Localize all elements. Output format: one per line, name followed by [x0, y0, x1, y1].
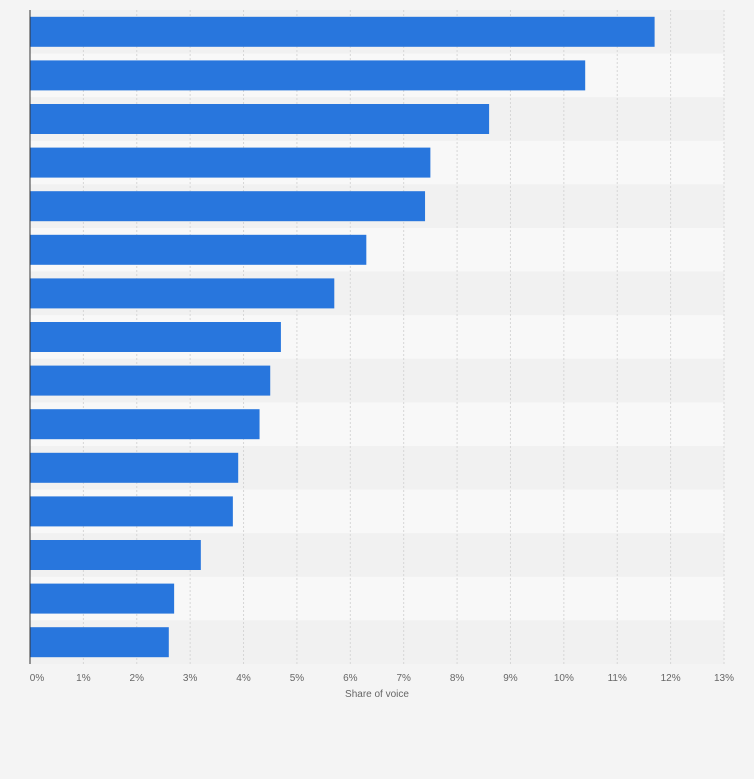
- x-tick-label: 1%: [76, 673, 91, 684]
- x-tick-label: 12%: [661, 673, 681, 684]
- x-tick-label: 2%: [130, 673, 145, 684]
- bar: [30, 365, 271, 396]
- bar: [30, 540, 201, 570]
- x-tick-label: 13%: [714, 673, 734, 684]
- x-tick-label: 11%: [608, 673, 627, 684]
- bar: [30, 409, 260, 440]
- x-tick-label: 7%: [396, 673, 411, 684]
- bar: [30, 60, 586, 91]
- x-tick-label: 4%: [236, 673, 251, 684]
- bar: [30, 583, 175, 614]
- x-tick-label: 3%: [183, 673, 198, 684]
- bars: [30, 16, 655, 658]
- x-tick-label: 8%: [450, 673, 465, 684]
- bar: [30, 496, 233, 527]
- bar: [30, 278, 335, 309]
- bar: [30, 104, 490, 134]
- x-tick-label: 9%: [503, 673, 518, 684]
- x-tick-label: 6%: [343, 673, 358, 684]
- x-tick-label: 10%: [554, 673, 574, 684]
- x-tick-label: 0%: [30, 673, 45, 684]
- x-axis-title: Share of voice: [345, 689, 409, 700]
- x-axis-tick-labels: 0% 1% 2% 3% 4% 5% 6% 7% 8% 9% 10% 11% 12% 13%: [30, 673, 734, 684]
- bar: [30, 147, 431, 178]
- bar: [30, 452, 239, 483]
- x-tick-label: 5%: [290, 673, 305, 684]
- bar: [30, 191, 426, 222]
- bar: [30, 627, 169, 658]
- bar: [30, 16, 655, 47]
- bar: [30, 322, 281, 352]
- bar: [30, 234, 367, 265]
